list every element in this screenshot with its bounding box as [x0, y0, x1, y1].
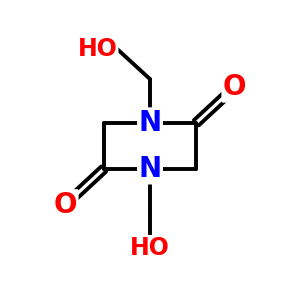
Text: O: O [54, 190, 77, 218]
Text: N: N [138, 109, 162, 137]
Text: O: O [223, 73, 246, 101]
Text: HO: HO [77, 37, 117, 61]
Text: HO: HO [130, 236, 170, 260]
Text: N: N [138, 155, 162, 183]
